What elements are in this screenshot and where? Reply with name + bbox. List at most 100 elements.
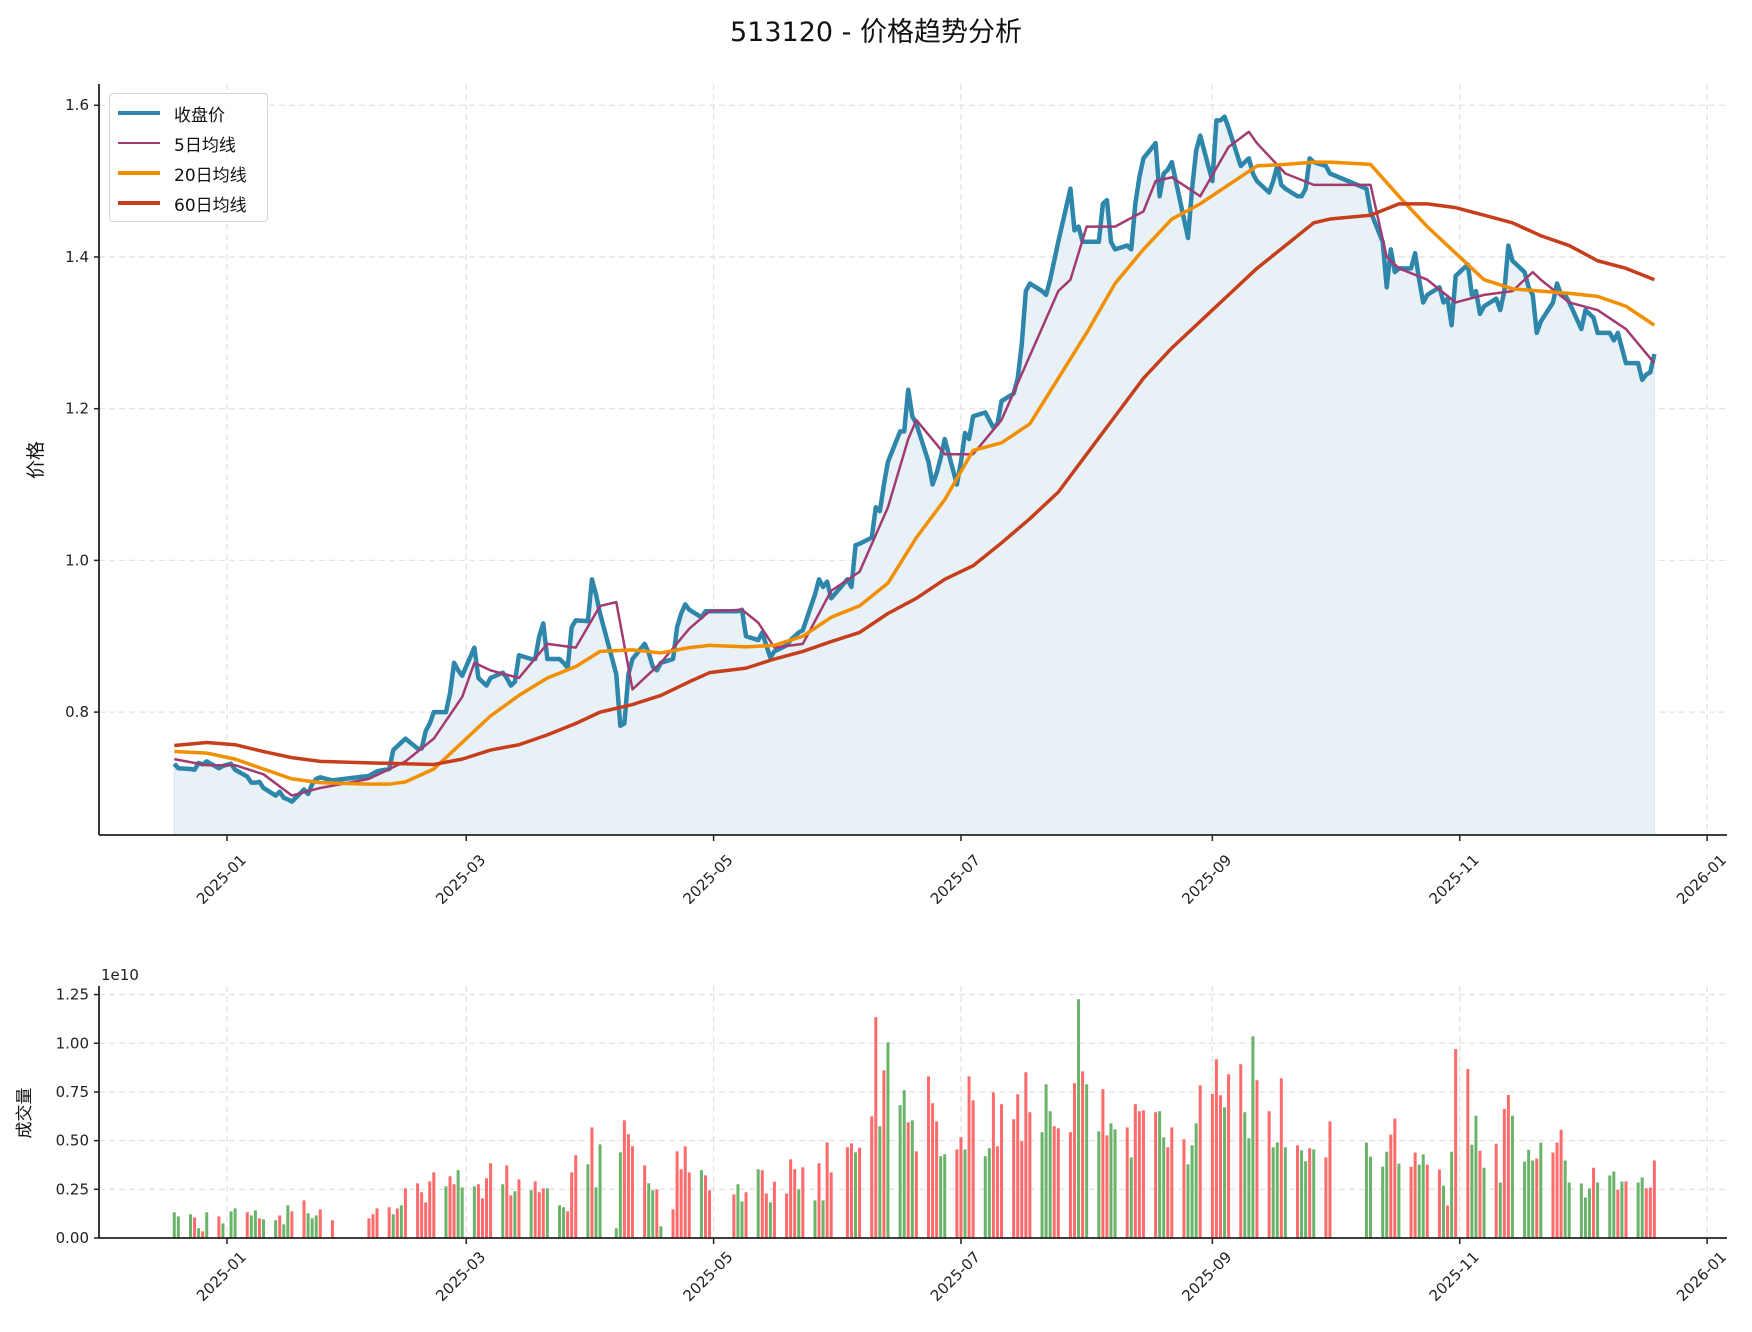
- volume-bar: [1510, 1115, 1514, 1238]
- volume-bar: [793, 1169, 797, 1238]
- price-x-tick-label: 2026-01: [1673, 851, 1730, 908]
- volume-bar: [1223, 1107, 1227, 1238]
- volume-x-tick-label: 2025-01: [193, 1248, 250, 1305]
- volume-bar: [1275, 1142, 1279, 1238]
- volume-y-tick-label: 1.00: [56, 1034, 89, 1052]
- volume-bar: [1506, 1095, 1510, 1238]
- volume-bar: [1182, 1139, 1186, 1238]
- volume-bar: [1324, 1157, 1328, 1238]
- volume-bar: [1551, 1152, 1555, 1238]
- legend: 收盘价 5日均线 20日均线 60日均线: [109, 93, 268, 222]
- volume-bar: [760, 1170, 764, 1238]
- volume-bar: [1482, 1167, 1486, 1238]
- volume-bar: [253, 1210, 257, 1238]
- volume-bar: [489, 1163, 493, 1238]
- volume-bar: [939, 1156, 943, 1238]
- legend-label: 收盘价: [174, 105, 225, 126]
- volume-bar: [740, 1201, 744, 1238]
- legend-label: 20日均线: [174, 165, 247, 186]
- volume-bar: [1028, 1112, 1032, 1238]
- price-y-tick-label: 1.0: [65, 551, 89, 569]
- volume-bar: [529, 1190, 533, 1238]
- volume-bar: [955, 1149, 959, 1238]
- volume-bar: [1478, 1150, 1482, 1238]
- price-y-axis-label: 价格: [25, 441, 47, 479]
- volume-bar: [330, 1220, 334, 1238]
- volume-bar: [854, 1152, 858, 1238]
- volume-bar: [1016, 1094, 1020, 1238]
- volume-bar: [882, 1070, 886, 1238]
- volume-bar: [797, 1189, 801, 1238]
- volume-bar: [314, 1215, 318, 1238]
- volume-bar: [1474, 1115, 1478, 1238]
- volume-bar: [416, 1183, 420, 1238]
- volume-bar: [943, 1154, 947, 1238]
- volume-bar: [176, 1216, 180, 1238]
- volume-bar: [1381, 1166, 1385, 1238]
- volume-bar: [594, 1187, 598, 1238]
- volume-y-axis-label: 成交量: [15, 1088, 35, 1139]
- volume-bar: [732, 1194, 736, 1238]
- volume-bar: [1437, 1169, 1441, 1238]
- volume-bar: [420, 1192, 424, 1238]
- volume-bar: [1328, 1121, 1332, 1238]
- legend-item-ma5: 5日均线: [118, 128, 236, 158]
- volume-bar: [931, 1103, 935, 1238]
- volume-bar: [764, 1193, 768, 1238]
- volume-bar: [1531, 1160, 1535, 1238]
- volume-bar: [460, 1187, 464, 1238]
- volume-bar: [1648, 1187, 1652, 1238]
- close-price-line: [172, 114, 1657, 804]
- volume-bar: [391, 1214, 395, 1238]
- volume-bar: [1170, 1127, 1174, 1238]
- volume-bar: [1527, 1149, 1531, 1238]
- volume-bar: [1592, 1167, 1596, 1238]
- volume-bar: [631, 1146, 634, 1238]
- volume-bar: [1364, 1142, 1368, 1238]
- volume-bar: [898, 1105, 902, 1238]
- volume-bar: [193, 1217, 197, 1238]
- volume-bar: [558, 1205, 562, 1238]
- volume-bar: [914, 1151, 918, 1238]
- volume-bar: [845, 1147, 849, 1238]
- volume-bar: [375, 1208, 379, 1238]
- volume-bar: [959, 1137, 963, 1238]
- volume-x-tick-label: 2025-05: [680, 1248, 737, 1305]
- volume-bar: [995, 1146, 999, 1238]
- volume-bar: [683, 1146, 687, 1238]
- volume-bar: [1072, 1083, 1076, 1238]
- volume-bar: [1498, 1182, 1502, 1238]
- volume-bar: [1579, 1183, 1583, 1238]
- volume-bar: [513, 1191, 517, 1238]
- volume-bar: [622, 1120, 626, 1238]
- volume-bar: [286, 1205, 290, 1238]
- volume-bar: [570, 1172, 574, 1238]
- volume-x-tick-label: 2026-01: [1673, 1248, 1730, 1305]
- volume-bar: [1389, 1134, 1393, 1238]
- volume-bar: [574, 1155, 578, 1238]
- volume-bar: [1133, 1104, 1137, 1238]
- volume-bar: [971, 1100, 975, 1238]
- volume-bar: [1652, 1160, 1656, 1238]
- volume-bar: [452, 1184, 456, 1238]
- volume-bar: [1413, 1152, 1417, 1238]
- volume-bar: [935, 1121, 939, 1238]
- legend-item-close: 收盘价: [118, 98, 225, 128]
- volume-bars: [172, 999, 1656, 1238]
- volume-bar: [736, 1184, 740, 1238]
- volume-bar: [1616, 1189, 1620, 1238]
- volume-bar: [1255, 1080, 1259, 1238]
- volume-bar: [1137, 1111, 1141, 1238]
- volume-y-tick-label: 1.25: [56, 986, 89, 1004]
- volume-bar: [1567, 1182, 1571, 1238]
- volume-bar: [1056, 1128, 1060, 1238]
- volume-y-tick-label: 0.00: [56, 1229, 89, 1247]
- volume-bar: [1129, 1157, 1133, 1238]
- price-lines: [172, 114, 1657, 804]
- volume-bar: [505, 1165, 509, 1238]
- volume-bar: [1300, 1150, 1304, 1238]
- volume-bar: [545, 1188, 549, 1238]
- volume-bar: [197, 1228, 201, 1238]
- volume-bar: [1442, 1185, 1445, 1238]
- volume-bar: [172, 1212, 176, 1238]
